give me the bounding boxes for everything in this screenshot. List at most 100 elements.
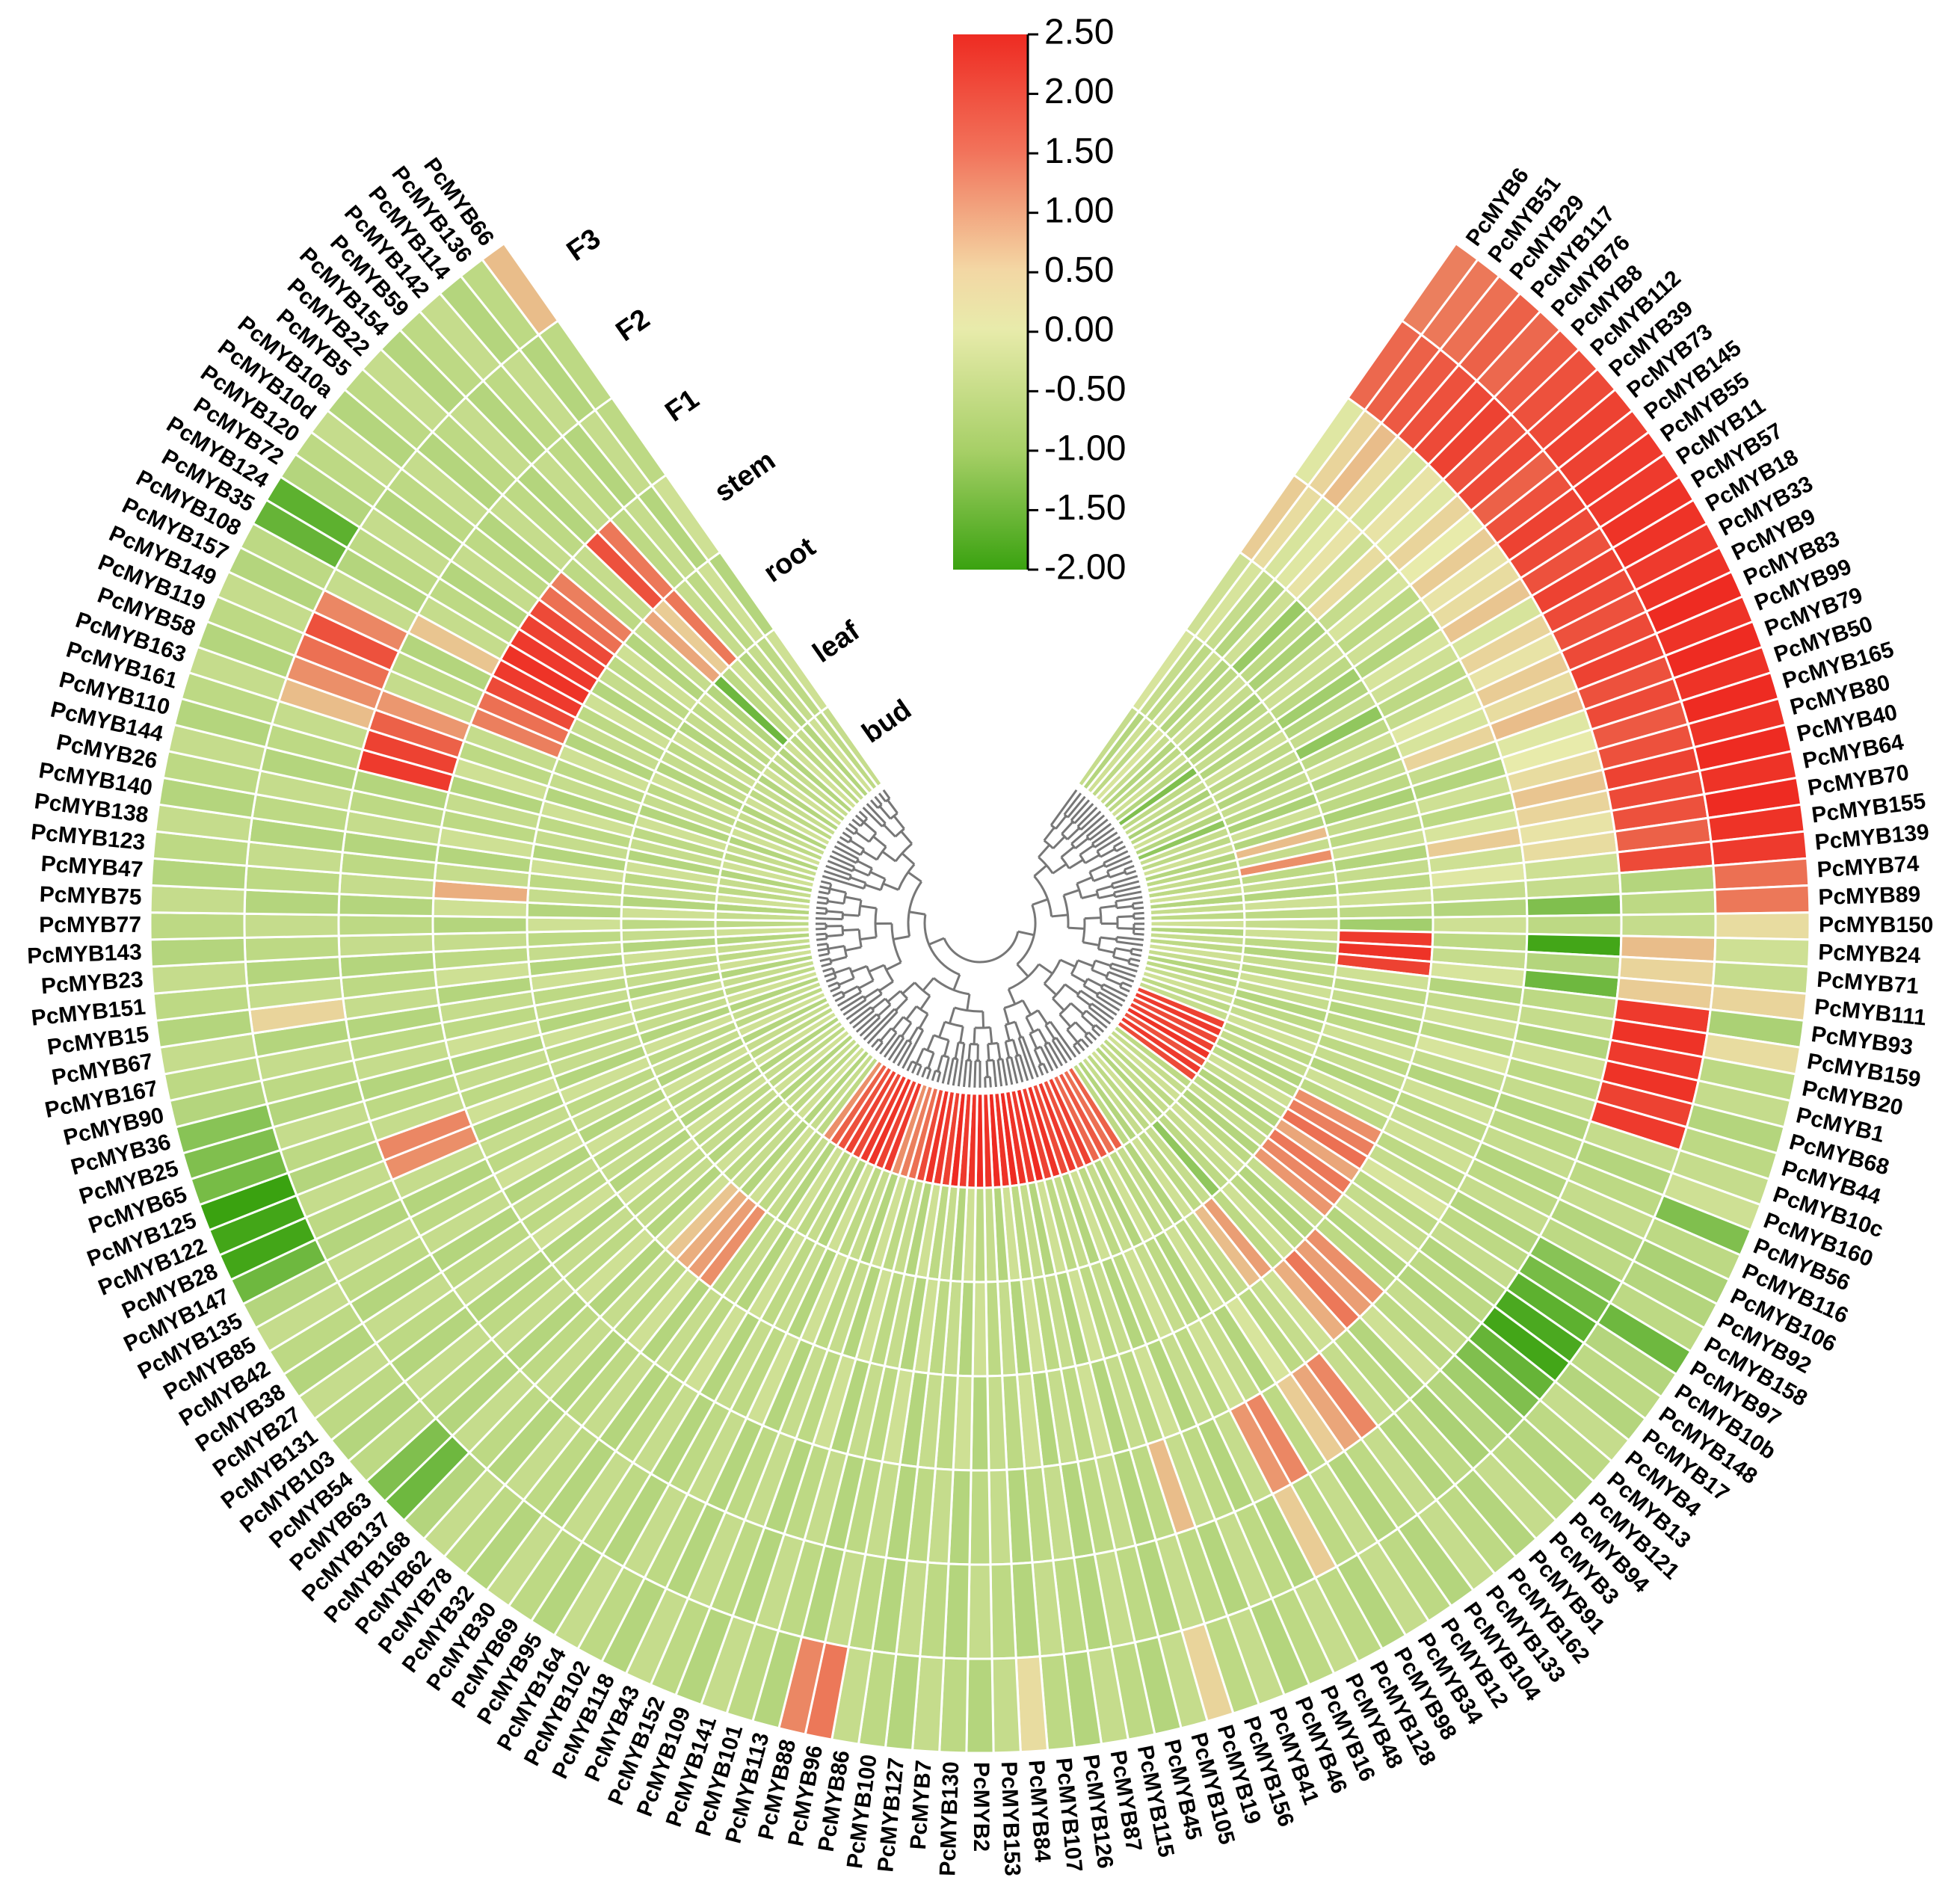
- tree-branch: [1070, 1002, 1085, 1015]
- tree-branch: [943, 931, 1020, 964]
- tree-branch: [1088, 822, 1112, 841]
- tree-branch: [869, 871, 886, 881]
- tree-branch: [959, 1026, 964, 1044]
- tree-branch: [992, 1059, 996, 1077]
- tree-branch: [1038, 1065, 1044, 1076]
- tree-branch: [836, 840, 847, 848]
- tree-branch: [863, 821, 878, 834]
- tree-branch: [842, 831, 853, 839]
- tree-branch: [1052, 997, 1065, 1011]
- tree-branch: [1037, 1009, 1049, 1025]
- tree-branch: [1082, 814, 1106, 834]
- tree-branch: [1130, 948, 1133, 955]
- tree-branch: [1002, 1008, 1010, 1025]
- tree-branch: [841, 990, 845, 997]
- heatmap-cell: [480, 241, 560, 336]
- tree-branch: [902, 1044, 916, 1069]
- tree-branch: [997, 1058, 1003, 1061]
- tree-branch: [878, 980, 894, 992]
- tree-branch: [967, 1044, 972, 1061]
- tree-branch: [1093, 874, 1109, 882]
- gene-label: PcMYB150: [1819, 913, 1934, 938]
- tree-branch: [1084, 1035, 1094, 1044]
- tree-branch: [857, 899, 863, 916]
- tree-branch: [848, 822, 858, 831]
- tree-branch: [1085, 819, 1109, 838]
- tree-branch: [1084, 854, 1100, 864]
- tree-branch: [1076, 825, 1082, 831]
- tree-branch: [943, 1040, 950, 1057]
- tree-branch: [839, 995, 864, 1011]
- tree-branch: [1109, 967, 1136, 978]
- tree-branch: [931, 1070, 937, 1082]
- tree-branch: [1079, 844, 1094, 856]
- tree-branch: [933, 977, 970, 996]
- tree-branch: [928, 937, 945, 946]
- tree-branch: [1058, 1013, 1072, 1028]
- tree-branch: [934, 1069, 941, 1073]
- heatmap-cell: [431, 915, 528, 935]
- tree-branch: [827, 860, 854, 872]
- tree-branch: [961, 1043, 966, 1060]
- tree-branch: [1070, 832, 1085, 845]
- tree-branch: [1082, 918, 1086, 943]
- tree-branch: [1014, 1056, 1024, 1082]
- tree-branch: [1096, 995, 1121, 1011]
- tree-branch: [1017, 930, 1035, 937]
- tree-branch: [853, 868, 869, 877]
- tree-branch: [1010, 1056, 1019, 1084]
- tree-branch: [848, 875, 852, 881]
- tree-branch: [862, 850, 878, 861]
- tree-branch: [1070, 799, 1091, 822]
- tree-branch: [881, 822, 887, 828]
- tree-branch: [1073, 803, 1094, 825]
- tree-branch: [989, 1027, 993, 1044]
- tree-branch: [1079, 810, 1102, 831]
- heatmap-cell: [968, 1469, 992, 1566]
- tree-branch: [824, 972, 835, 978]
- tree-branch: [941, 1073, 946, 1084]
- tree-branch: [907, 881, 922, 937]
- tree-branch: [1100, 987, 1126, 1002]
- tree-branch: [855, 1013, 878, 1033]
- tree-branch: [843, 946, 848, 958]
- heatmap-cells: [149, 241, 1811, 1754]
- tree-branch: [921, 1067, 927, 1078]
- tree-branch: [1110, 836, 1121, 844]
- tree-branch: [1011, 1039, 1019, 1056]
- tree-branch: [996, 1043, 1002, 1060]
- tree-branch: [1116, 940, 1144, 946]
- tree-branch: [1047, 1041, 1064, 1067]
- heatmap-cell: [243, 934, 341, 964]
- tree-branch: [826, 910, 843, 914]
- tree-branch: [823, 869, 850, 881]
- tree-branch: [892, 1016, 905, 1031]
- tree-branch: [1034, 1045, 1041, 1051]
- tree-branch: [1016, 963, 1029, 978]
- tree-branch: [987, 1041, 998, 1046]
- tree-branch: [841, 925, 845, 935]
- tree-branch: [1074, 1021, 1088, 1035]
- tree-branch: [877, 804, 883, 809]
- tree-branch: [1117, 915, 1134, 919]
- tree-branch: [1006, 1056, 1012, 1059]
- tree-branch: [1087, 978, 1103, 988]
- tree-branch: [827, 900, 845, 905]
- tree-branch: [831, 967, 837, 979]
- tree-branch: [1113, 840, 1124, 848]
- colorbar-tick-label: 2.00: [1044, 72, 1114, 111]
- color-scale-bar: [953, 34, 1028, 570]
- tree-branch: [1122, 860, 1133, 866]
- tree-branch: [1096, 841, 1112, 852]
- tree-branch: [918, 1013, 929, 1029]
- tree-branch: [871, 1038, 880, 1048]
- tree-branch: [882, 789, 891, 800]
- tree-branch: [859, 848, 866, 856]
- tree-branch: [1033, 864, 1048, 878]
- tree-branch: [1079, 990, 1095, 1001]
- tree-branch: [1070, 960, 1079, 976]
- tree-branch: [1088, 1002, 1093, 1008]
- track-label-leaf: leaf: [807, 615, 866, 669]
- tree-branch: [1123, 869, 1127, 875]
- tree-branch: [1043, 827, 1055, 842]
